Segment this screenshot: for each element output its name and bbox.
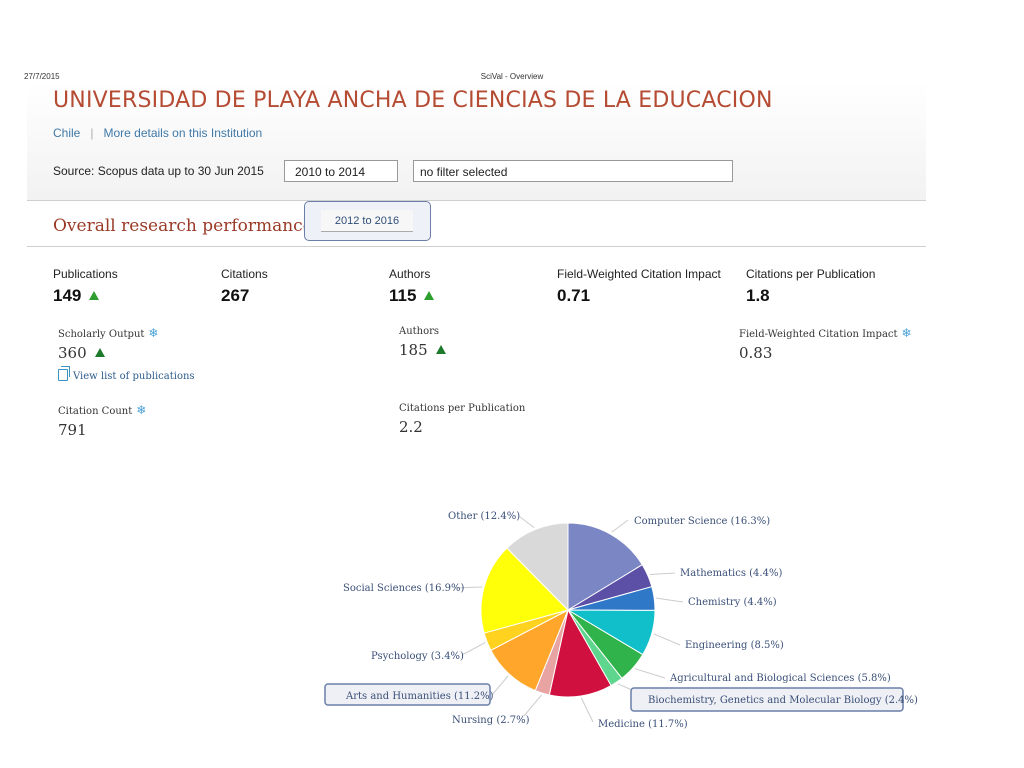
triangle-up-icon xyxy=(89,291,100,300)
metric-label: Field-Weighted Citation Impact xyxy=(557,267,721,281)
pie-label-other: Other (12.4%) xyxy=(448,511,520,522)
pie-slice-social-sciences[interactable] xyxy=(480,547,569,634)
pie-label-psychology: Psychology (3.4%) xyxy=(371,651,464,662)
submetric-value: 0.83 xyxy=(739,344,773,362)
institution-name: UNIVERSIDAD DE PLAYA ANCHA DE CIENCIAS D… xyxy=(53,88,773,113)
metric-value: 0.71 xyxy=(557,286,591,305)
pie-slice-medicine[interactable] xyxy=(548,608,612,698)
pie-label-computer-science: Computer Science (16.3%) xyxy=(634,516,770,527)
pie-label-agricultural-and-biological-sciences: Agricultural and Biological Sciences (5.… xyxy=(669,673,891,684)
pie-label-chemistry: Chemistry (4.4%) xyxy=(688,597,777,608)
pie-label-medicine: Medicine (11.7%) xyxy=(598,719,688,730)
pie-leader-line xyxy=(656,597,684,603)
print-date: 27/7/2015 xyxy=(24,72,60,81)
pie-leader-line xyxy=(519,516,535,529)
metric-citations-per-publication: Citations per Publication 1.8 xyxy=(746,267,875,306)
view-list-label[interactable]: View list of publications xyxy=(73,371,195,382)
institution-header: UNIVERSIDAD DE PLAYA ANCHA DE CIENCIAS D… xyxy=(27,82,926,201)
submetric-citation-count: Citation Count ❄ 791 xyxy=(58,403,146,439)
document-icon xyxy=(58,366,70,381)
pie-label-mathematics: Mathematics (4.4%) xyxy=(680,568,782,579)
print-title: SciVal - Overview xyxy=(480,72,544,81)
pie-label-nursing: Nursing (2.7%) xyxy=(452,715,530,726)
metric-authors: Authors 115 xyxy=(389,267,435,306)
year-range-select[interactable]: 2010 to 2014 xyxy=(284,160,398,182)
pie-leader-line xyxy=(453,586,483,589)
submetric-value: 2.2 xyxy=(399,418,423,436)
metric-value: 1.8 xyxy=(746,286,770,305)
source-label: Source: Scopus data up to 30 Jun 2015 xyxy=(53,164,264,178)
triangle-up-icon xyxy=(435,345,446,354)
label-highlight-box xyxy=(630,687,904,712)
institution-links: Chile | More details on this Institution xyxy=(53,126,262,140)
label-highlight-box xyxy=(324,683,491,706)
submetric-value: 360 xyxy=(58,344,87,362)
submetric-scholarly-output: Scholarly Output ❄ 360 xyxy=(58,326,158,362)
metric-value: 115 xyxy=(389,286,417,305)
metric-publications: Publications 149 xyxy=(53,267,118,306)
pie-leader-line xyxy=(611,519,629,533)
metric-value: 267 xyxy=(221,286,250,305)
pie-label-engineering: Engineering (8.5%) xyxy=(685,640,784,651)
section-divider xyxy=(27,246,926,247)
year-range-tab[interactable]: 2012 to 2016 xyxy=(321,210,413,232)
pie-leader-line xyxy=(461,642,486,656)
metric-label: Authors xyxy=(389,267,431,281)
pie-leader-line xyxy=(617,683,633,691)
submetric-value: 791 xyxy=(58,421,87,439)
submetric-authors: Authors 185 xyxy=(399,326,446,359)
country-link[interactable]: Chile xyxy=(53,126,81,140)
metric-label: Citations xyxy=(221,267,268,281)
metric-fwci: Field-Weighted Citation Impact 0.71 xyxy=(557,267,721,306)
pie-label-arts-and-humanities: Arts and Humanities (11.2%) xyxy=(345,691,494,702)
triangle-up-icon xyxy=(94,348,105,357)
snowflake-icon[interactable]: ❄ xyxy=(148,326,159,340)
submetric-label: Citation Count xyxy=(58,406,133,417)
view-list-link[interactable]: View list of publications xyxy=(58,366,195,382)
submetric-citations-per-publication: Citations per Publication 2.2 xyxy=(399,403,525,436)
pie-leader-line xyxy=(491,675,509,696)
snowflake-icon[interactable]: ❄ xyxy=(136,403,147,417)
triangle-up-icon xyxy=(424,291,435,300)
metric-value: 149 xyxy=(53,286,82,305)
pie-leader-line xyxy=(653,633,681,646)
submetric-label: Citations per Publication xyxy=(399,403,526,414)
pie-slice-computer-science[interactable] xyxy=(567,522,643,611)
pie-leader-line xyxy=(649,572,676,576)
submetric-label: Field-Weighted Citation Impact xyxy=(739,329,898,340)
pie-slice-other[interactable] xyxy=(506,522,569,612)
pie-label-social-sciences: Social Sciences (16.9%) xyxy=(343,583,465,594)
year-range-callout[interactable]: 2012 to 2016 xyxy=(304,201,431,241)
submetric-label: Authors xyxy=(399,326,440,337)
submetric-fwci: Field-Weighted Citation Impact ❄ 0.83 xyxy=(739,326,912,362)
snowflake-icon[interactable]: ❄ xyxy=(901,326,912,340)
more-details-link[interactable]: More details on this Institution xyxy=(103,126,263,140)
metric-citations: Citations 267 xyxy=(221,267,268,306)
pie-leader-line xyxy=(523,694,542,717)
metric-label: Publications xyxy=(53,267,118,281)
pie-leader-line xyxy=(634,668,666,679)
metric-label: Citations per Publication xyxy=(746,267,876,281)
submetric-label: Scholarly Output xyxy=(58,329,145,340)
section-title: Overall research performance xyxy=(53,216,313,236)
pie-label-biochemistry-genetics-and-molecular-biology: Biochemistry, Genetics and Molecular Bio… xyxy=(648,695,918,706)
link-separator: | xyxy=(90,126,94,140)
pie-leader-line xyxy=(580,697,594,723)
submetric-value: 185 xyxy=(399,341,428,359)
filter-select[interactable]: no filter selected xyxy=(413,160,733,182)
